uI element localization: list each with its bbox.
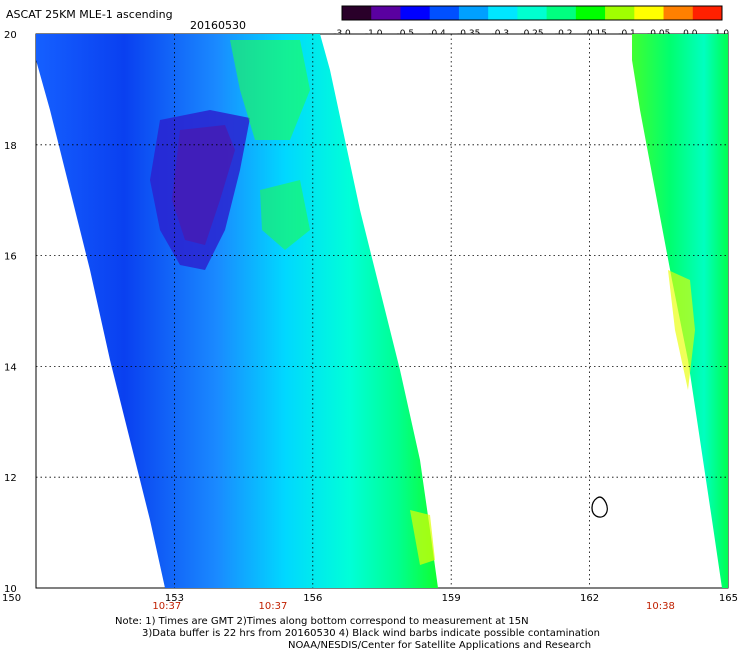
note-line-3: NOAA/NESDIS/Center for Satellite Applica… [288, 640, 591, 650]
map-grid [36, 34, 728, 588]
colorbar-segment [692, 6, 723, 20]
colorbar-segment [429, 6, 460, 20]
pass-time-label: 10:37 [152, 601, 181, 612]
latitude-label: 12 [4, 473, 17, 484]
swath-east [632, 34, 728, 588]
colorbar-segment [546, 6, 577, 20]
land-contour [591, 496, 608, 518]
colorbar-segment [342, 6, 372, 20]
colorbar [341, 5, 723, 21]
latitude-label: 10 [4, 584, 17, 595]
note-line-2: 3)Data buffer is 22 hrs from 20160530 4)… [142, 628, 600, 639]
colorbar-segment [634, 6, 665, 20]
latitude-label: 16 [4, 252, 17, 263]
longitude-labels: 150 153 156 159 162 165 [2, 593, 738, 604]
colorbar-segment [458, 6, 489, 20]
note-line-1: Note: 1) Times are GMT 2)Times along bot… [115, 616, 529, 627]
latitude-label: 18 [4, 141, 17, 152]
longitude-label: 165 [719, 593, 738, 604]
pass-time-label: 10:37 [259, 601, 288, 612]
colorbar-outline [341, 5, 723, 21]
longitude-label: 156 [303, 593, 322, 604]
map-title: ASCAT 25KM MLE-1 ascending [6, 8, 173, 21]
colorbar-segment [488, 6, 518, 20]
longitude-label: 162 [580, 593, 599, 604]
colorbar-segment [663, 6, 694, 20]
longitude-label: 153 [165, 593, 184, 604]
latitude-label: 20 [4, 30, 17, 41]
colorbar-segment [371, 6, 401, 20]
pass-time-label: 10:38 [646, 601, 675, 612]
colorbar-segment [517, 6, 548, 20]
latitude-label: 14 [4, 362, 17, 373]
longitude-label: 150 [2, 593, 21, 604]
map-date: 20160530 [190, 19, 246, 32]
colorbar-segment [605, 6, 635, 20]
colorbar-segment [400, 6, 431, 20]
latitude-labels: 20 18 16 14 12 10 [4, 30, 17, 595]
swath-west [36, 34, 438, 588]
pass-time-labels: 10:37 10:37 10:38 [152, 601, 674, 612]
longitude-label: 159 [442, 593, 461, 604]
colorbar-segment [575, 6, 606, 20]
